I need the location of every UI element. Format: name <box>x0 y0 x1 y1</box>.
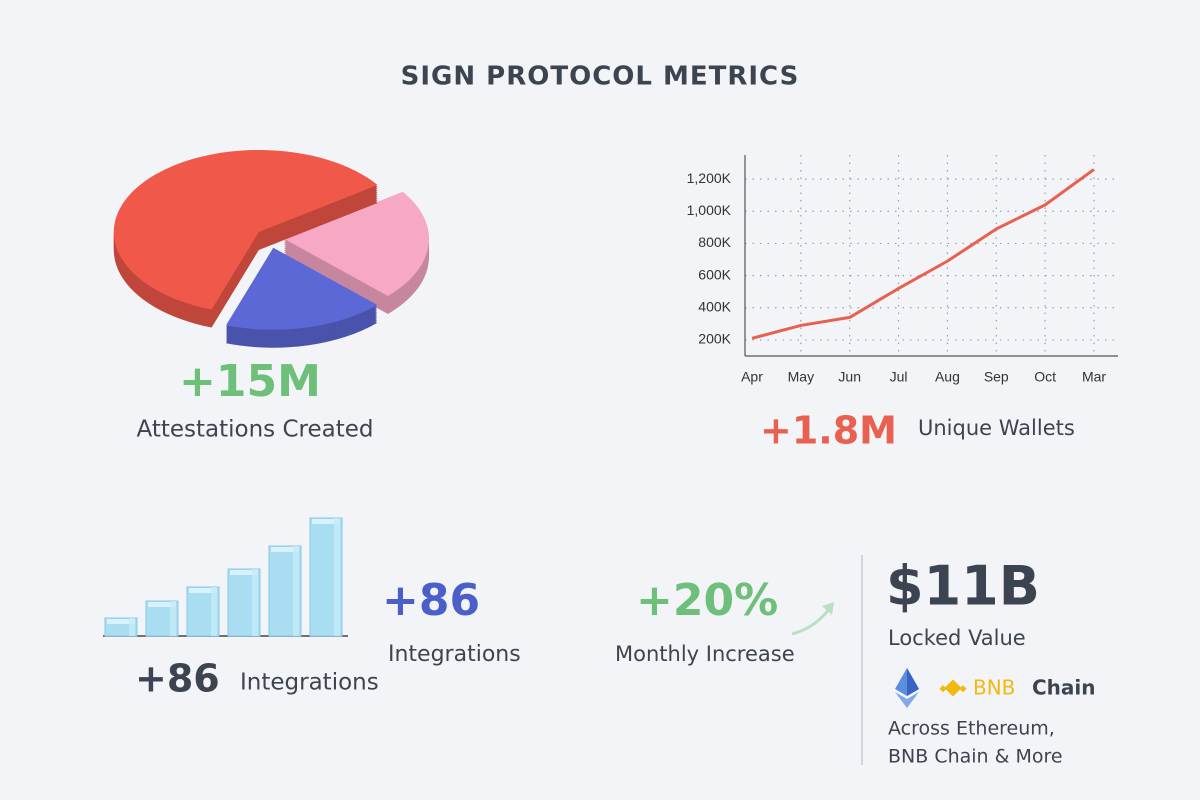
slice-top <box>226 247 378 330</box>
slice-top <box>113 149 378 310</box>
arrow <box>791 607 832 636</box>
bar <box>104 617 138 637</box>
stat-label: Attestations Created <box>137 417 374 443</box>
ethereum-icon <box>895 668 919 708</box>
bnb-icon <box>939 679 967 697</box>
y-tick-label: 200K <box>698 331 731 347</box>
note: BNB Chain & More <box>888 746 1063 768</box>
stat-value: +1.8M <box>760 409 897 453</box>
x-tick-label: May <box>788 369 814 385</box>
stat-label: Unique Wallets <box>918 416 1075 440</box>
x-tick-label: Aug <box>935 369 960 385</box>
arrow-head <box>822 602 834 615</box>
y-tick-label: 400K <box>698 298 731 314</box>
bar-highlight <box>271 547 299 552</box>
x-tick-label: Mar <box>1082 369 1106 385</box>
bar-highlight <box>230 570 258 575</box>
bar-highlight <box>312 519 340 524</box>
bar-shine <box>252 569 258 636</box>
y-tick-label: 600K <box>698 266 731 282</box>
pie-slice <box>226 247 378 348</box>
slice-top <box>283 191 429 296</box>
bar-shine <box>211 587 217 636</box>
bar <box>309 517 343 637</box>
bar-shine <box>129 618 135 636</box>
stat-label: Monthly Increase <box>615 642 795 666</box>
bar-shine <box>293 546 299 636</box>
stat-value: +15M <box>179 356 321 407</box>
y-tick-label: 1,000K <box>687 202 732 218</box>
bar <box>186 586 220 637</box>
bar-highlight <box>148 602 176 607</box>
bar <box>268 545 302 637</box>
stat-value: +86 <box>382 575 480 626</box>
line-series <box>751 168 1095 340</box>
stat-label: Locked Value <box>888 626 1026 650</box>
stat-value: $11B <box>886 555 1040 618</box>
logo-text: Chain <box>1032 676 1096 700</box>
stat-label: Integrations <box>240 670 379 696</box>
bar-highlight <box>189 588 217 593</box>
x-tick-label: Apr <box>741 369 763 385</box>
logo-text: BNB <box>973 676 1015 700</box>
note: Across Ethereum, <box>888 718 1055 740</box>
title: SIGN PROTOCOL METRICS <box>401 62 800 92</box>
bar-shine <box>170 601 176 636</box>
pie-slice <box>283 191 429 314</box>
bar-highlight <box>107 619 135 624</box>
x-tick-label: Jul <box>890 369 908 385</box>
bar <box>227 568 261 637</box>
x-tick-label: Sep <box>984 369 1009 385</box>
stat-value: +86 <box>135 657 220 701</box>
bar-shine <box>334 518 340 636</box>
x-tick-label: Jun <box>838 369 861 385</box>
bar <box>145 600 179 637</box>
y-tick-label: 1,200K <box>687 170 732 186</box>
x-tick-label: Oct <box>1034 369 1056 385</box>
pie-slice <box>113 149 378 328</box>
y-tick-label: 800K <box>698 234 731 250</box>
stat-label: Integrations <box>388 642 521 667</box>
stat-value: +20% <box>636 575 778 626</box>
